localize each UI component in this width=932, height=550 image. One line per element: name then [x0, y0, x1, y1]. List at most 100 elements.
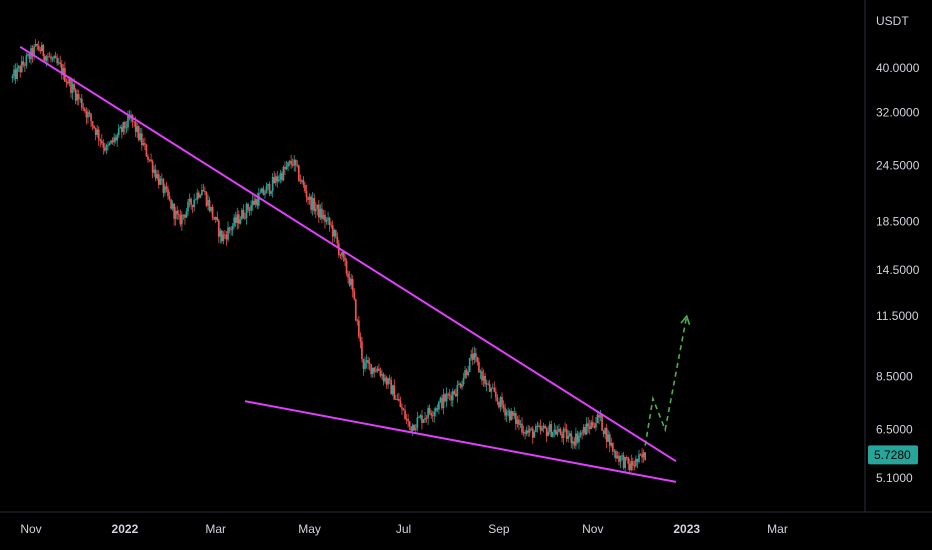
last-price-badge-bg [868, 445, 918, 465]
candle-body [184, 215, 186, 218]
candle-body [499, 397, 502, 408]
candle-body [591, 422, 594, 427]
candle-body [365, 360, 368, 363]
candle-body [434, 408, 437, 412]
candle-body [127, 115, 129, 128]
candle-body [470, 354, 473, 358]
candle-body [641, 454, 643, 458]
candle-body [179, 214, 182, 225]
candle-body [71, 83, 74, 93]
candle-body [51, 58, 54, 60]
candle-body [471, 354, 474, 360]
candle-body [56, 58, 59, 64]
candle-body [490, 388, 493, 392]
candle-body [291, 164, 294, 166]
candle-body [573, 441, 576, 446]
candle-body [556, 431, 559, 435]
candle-body [379, 370, 382, 376]
candle-body [430, 413, 433, 416]
candle-body [615, 451, 617, 459]
candle-body [277, 179, 280, 182]
candle-body [350, 278, 353, 286]
candle-body [17, 66, 20, 68]
candle-body [636, 458, 639, 462]
candle-body [96, 129, 99, 135]
candle-body [65, 81, 68, 83]
candle-body [487, 383, 489, 385]
candle-body [299, 180, 302, 182]
x-tick-label: Nov [20, 522, 41, 536]
candle-body [496, 397, 499, 402]
projection-path[interactable] [644, 315, 688, 446]
trendline-lower[interactable] [244, 400, 677, 483]
candle-body [493, 387, 496, 392]
candle-body [524, 432, 526, 434]
candle-body [570, 433, 573, 444]
candle-body [621, 455, 623, 457]
candle-body [77, 94, 80, 99]
price-axis[interactable]: USDT 40.0000 32.0000 24.5000 18.5000 14.5000… [876, 14, 920, 485]
candle-body [468, 357, 471, 372]
candle-body [547, 431, 550, 437]
candle-body [613, 451, 616, 452]
candle-body [553, 429, 556, 433]
candle-body [362, 358, 365, 369]
candle-body [598, 414, 600, 418]
time-axis[interactable]: Nov 2022 Mar May Jul Sep Nov 2023 Mar [20, 522, 788, 536]
candle-body [168, 196, 171, 200]
candle-body [47, 56, 49, 58]
candle-body [584, 427, 586, 435]
candle-body [102, 143, 105, 148]
candle-body [488, 384, 491, 392]
candle-body [396, 398, 399, 400]
candle-body [182, 214, 185, 216]
candle-body [259, 192, 262, 194]
candle-body [639, 454, 642, 456]
candle-body [368, 363, 371, 365]
candle-body [288, 160, 291, 163]
y-tick-label: 11.5000 [876, 309, 919, 323]
candle-body [425, 417, 428, 419]
candle-body [608, 434, 611, 446]
candle-body [216, 217, 219, 221]
y-tick-label: 40.0000 [876, 61, 920, 75]
candle-body [185, 211, 188, 218]
candle-body [202, 190, 205, 192]
candle-body [122, 121, 125, 132]
candle-body [193, 199, 196, 208]
candle-body [317, 204, 320, 218]
candle-body [80, 98, 83, 108]
candle-body [261, 188, 263, 193]
candle-body [117, 128, 120, 136]
candle-body [467, 371, 469, 376]
candle-body [257, 193, 260, 206]
candle-body [530, 428, 533, 430]
candle-body [230, 229, 232, 231]
candle-body [233, 217, 236, 226]
candle-body [139, 133, 142, 140]
candle-body [414, 427, 417, 431]
candle-body [214, 217, 217, 220]
candle-body [251, 200, 254, 206]
candle-body [568, 433, 571, 437]
candle-body [73, 83, 75, 90]
candle-body [140, 133, 143, 145]
candle-body [413, 424, 416, 431]
candle-body [241, 209, 243, 220]
trendline-upper[interactable] [19, 45, 677, 463]
candle-body [575, 433, 577, 446]
candle-body [559, 428, 562, 434]
candle-body [510, 411, 513, 421]
candle-body [473, 353, 476, 360]
candle-body [276, 176, 279, 182]
candle-body [564, 428, 566, 430]
candle-body [245, 204, 248, 219]
candle-body [631, 461, 634, 466]
candle-body [271, 177, 274, 192]
candle-body [270, 191, 272, 194]
candle-body [279, 173, 282, 180]
candle-body [625, 457, 628, 458]
candle-body [39, 49, 42, 52]
candle-body [25, 55, 28, 66]
